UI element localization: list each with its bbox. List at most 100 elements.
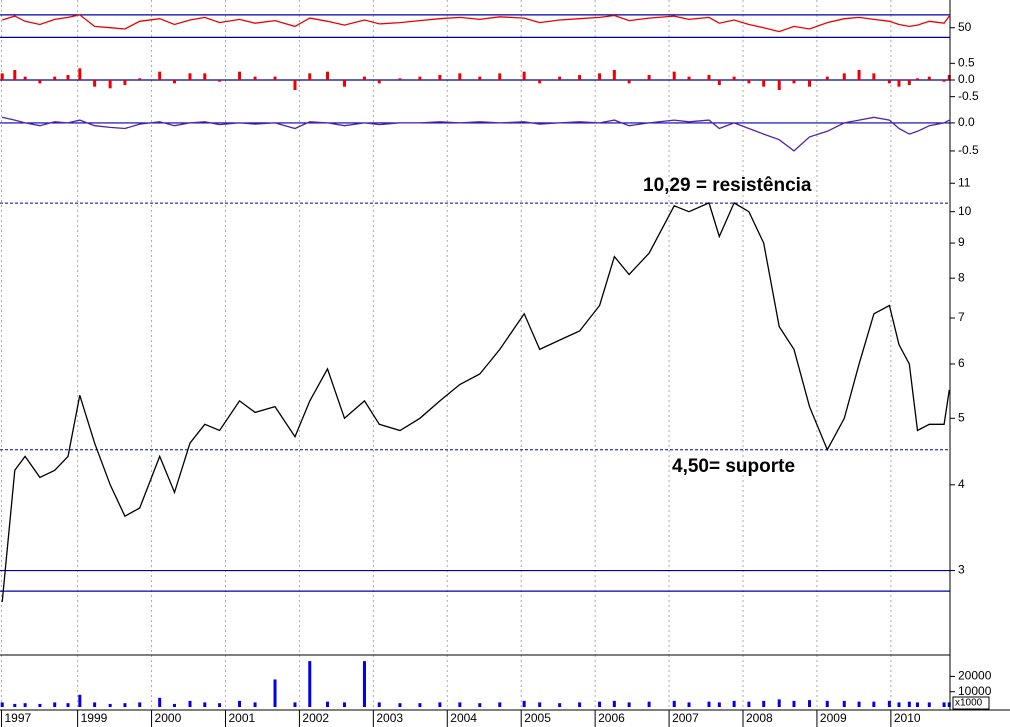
bar (13, 70, 17, 80)
bar (218, 703, 222, 707)
bar (825, 700, 829, 707)
bar (942, 80, 946, 82)
annotation: 4,50= suporte (672, 456, 795, 477)
bar (927, 76, 931, 80)
bar (418, 703, 422, 707)
bar (123, 80, 127, 85)
bar (612, 700, 616, 707)
bar (138, 702, 142, 707)
bar (627, 80, 631, 84)
y-tick-label: 50 (958, 20, 972, 34)
price-line (2, 14, 950, 33)
bar (887, 80, 891, 84)
unit-label: x1000 (955, 698, 983, 709)
bar (293, 702, 297, 707)
x-tick-label: 2009 (820, 711, 847, 725)
bar (747, 80, 751, 84)
bar (238, 700, 242, 707)
bar (872, 73, 876, 80)
y-tick-label: 3 (958, 563, 965, 577)
bar (647, 75, 651, 80)
x-tick-label: 2000 (155, 711, 182, 725)
bar (808, 80, 812, 87)
bar (398, 703, 402, 707)
y-tick-label: 10000 (958, 684, 992, 698)
x-tick-label: 2004 (450, 711, 477, 725)
bar (578, 75, 582, 80)
bar (362, 661, 366, 707)
bar (53, 76, 57, 80)
y-tick-label: 0.5 (958, 56, 975, 70)
bar (915, 78, 919, 80)
bar (158, 697, 162, 707)
bar (732, 76, 736, 80)
bar (947, 702, 951, 707)
bar (38, 703, 42, 707)
bar (66, 703, 70, 707)
y-tick-label: 9 (958, 235, 965, 249)
bar (308, 73, 312, 80)
bar (172, 703, 176, 707)
y-tick-label: -0.5 (958, 143, 979, 157)
bar (825, 76, 829, 80)
x-tick-label: 2001 (228, 711, 255, 725)
x-tick-label: 1999 (81, 711, 108, 725)
bar (326, 701, 330, 707)
y-tick-label: 5 (958, 410, 965, 424)
bar (438, 702, 442, 707)
bar (13, 703, 17, 707)
bar (0, 702, 4, 707)
bar (188, 700, 192, 707)
x-tick-label: 2007 (672, 711, 699, 725)
bar (538, 702, 542, 707)
x-tick-label: 2008 (746, 711, 773, 725)
bar (707, 75, 711, 80)
y-tick-label: 0.0 (958, 72, 975, 86)
bar (672, 700, 676, 707)
bar (522, 71, 526, 80)
bar (93, 702, 97, 707)
bar (308, 661, 312, 707)
bar (203, 73, 207, 80)
x-tick-label: 2010 (894, 711, 921, 725)
bar (792, 80, 796, 84)
x-tick-label: 2002 (302, 711, 329, 725)
bar (538, 80, 542, 84)
bar (897, 80, 901, 87)
bar (253, 76, 257, 80)
bar (498, 702, 502, 707)
bar (293, 80, 297, 90)
bar (398, 78, 402, 80)
price-line (2, 116, 950, 152)
bar (362, 76, 366, 80)
y-tick-label: 11 (958, 175, 971, 189)
bar (792, 700, 796, 707)
bar (238, 71, 242, 80)
bar (478, 703, 482, 707)
bar (123, 703, 127, 707)
bar (808, 700, 812, 707)
bar (418, 76, 422, 80)
bar (762, 80, 766, 87)
bar (108, 703, 112, 707)
bar (558, 76, 562, 80)
y-tick-label: 10 (958, 204, 972, 218)
bar (887, 700, 891, 707)
bar (687, 702, 691, 707)
y-tick-label: 20000 (958, 669, 992, 683)
bar (897, 702, 901, 707)
bar (717, 702, 721, 707)
bar (203, 702, 207, 707)
bar (377, 702, 381, 707)
bar (762, 700, 766, 707)
bar (253, 702, 257, 707)
bar (857, 70, 861, 80)
bar (947, 75, 951, 80)
bar (687, 76, 691, 80)
bar (842, 73, 846, 80)
bar (627, 702, 631, 707)
bar (927, 702, 931, 707)
bar (777, 699, 781, 707)
bar (93, 80, 97, 87)
bar (915, 702, 919, 707)
